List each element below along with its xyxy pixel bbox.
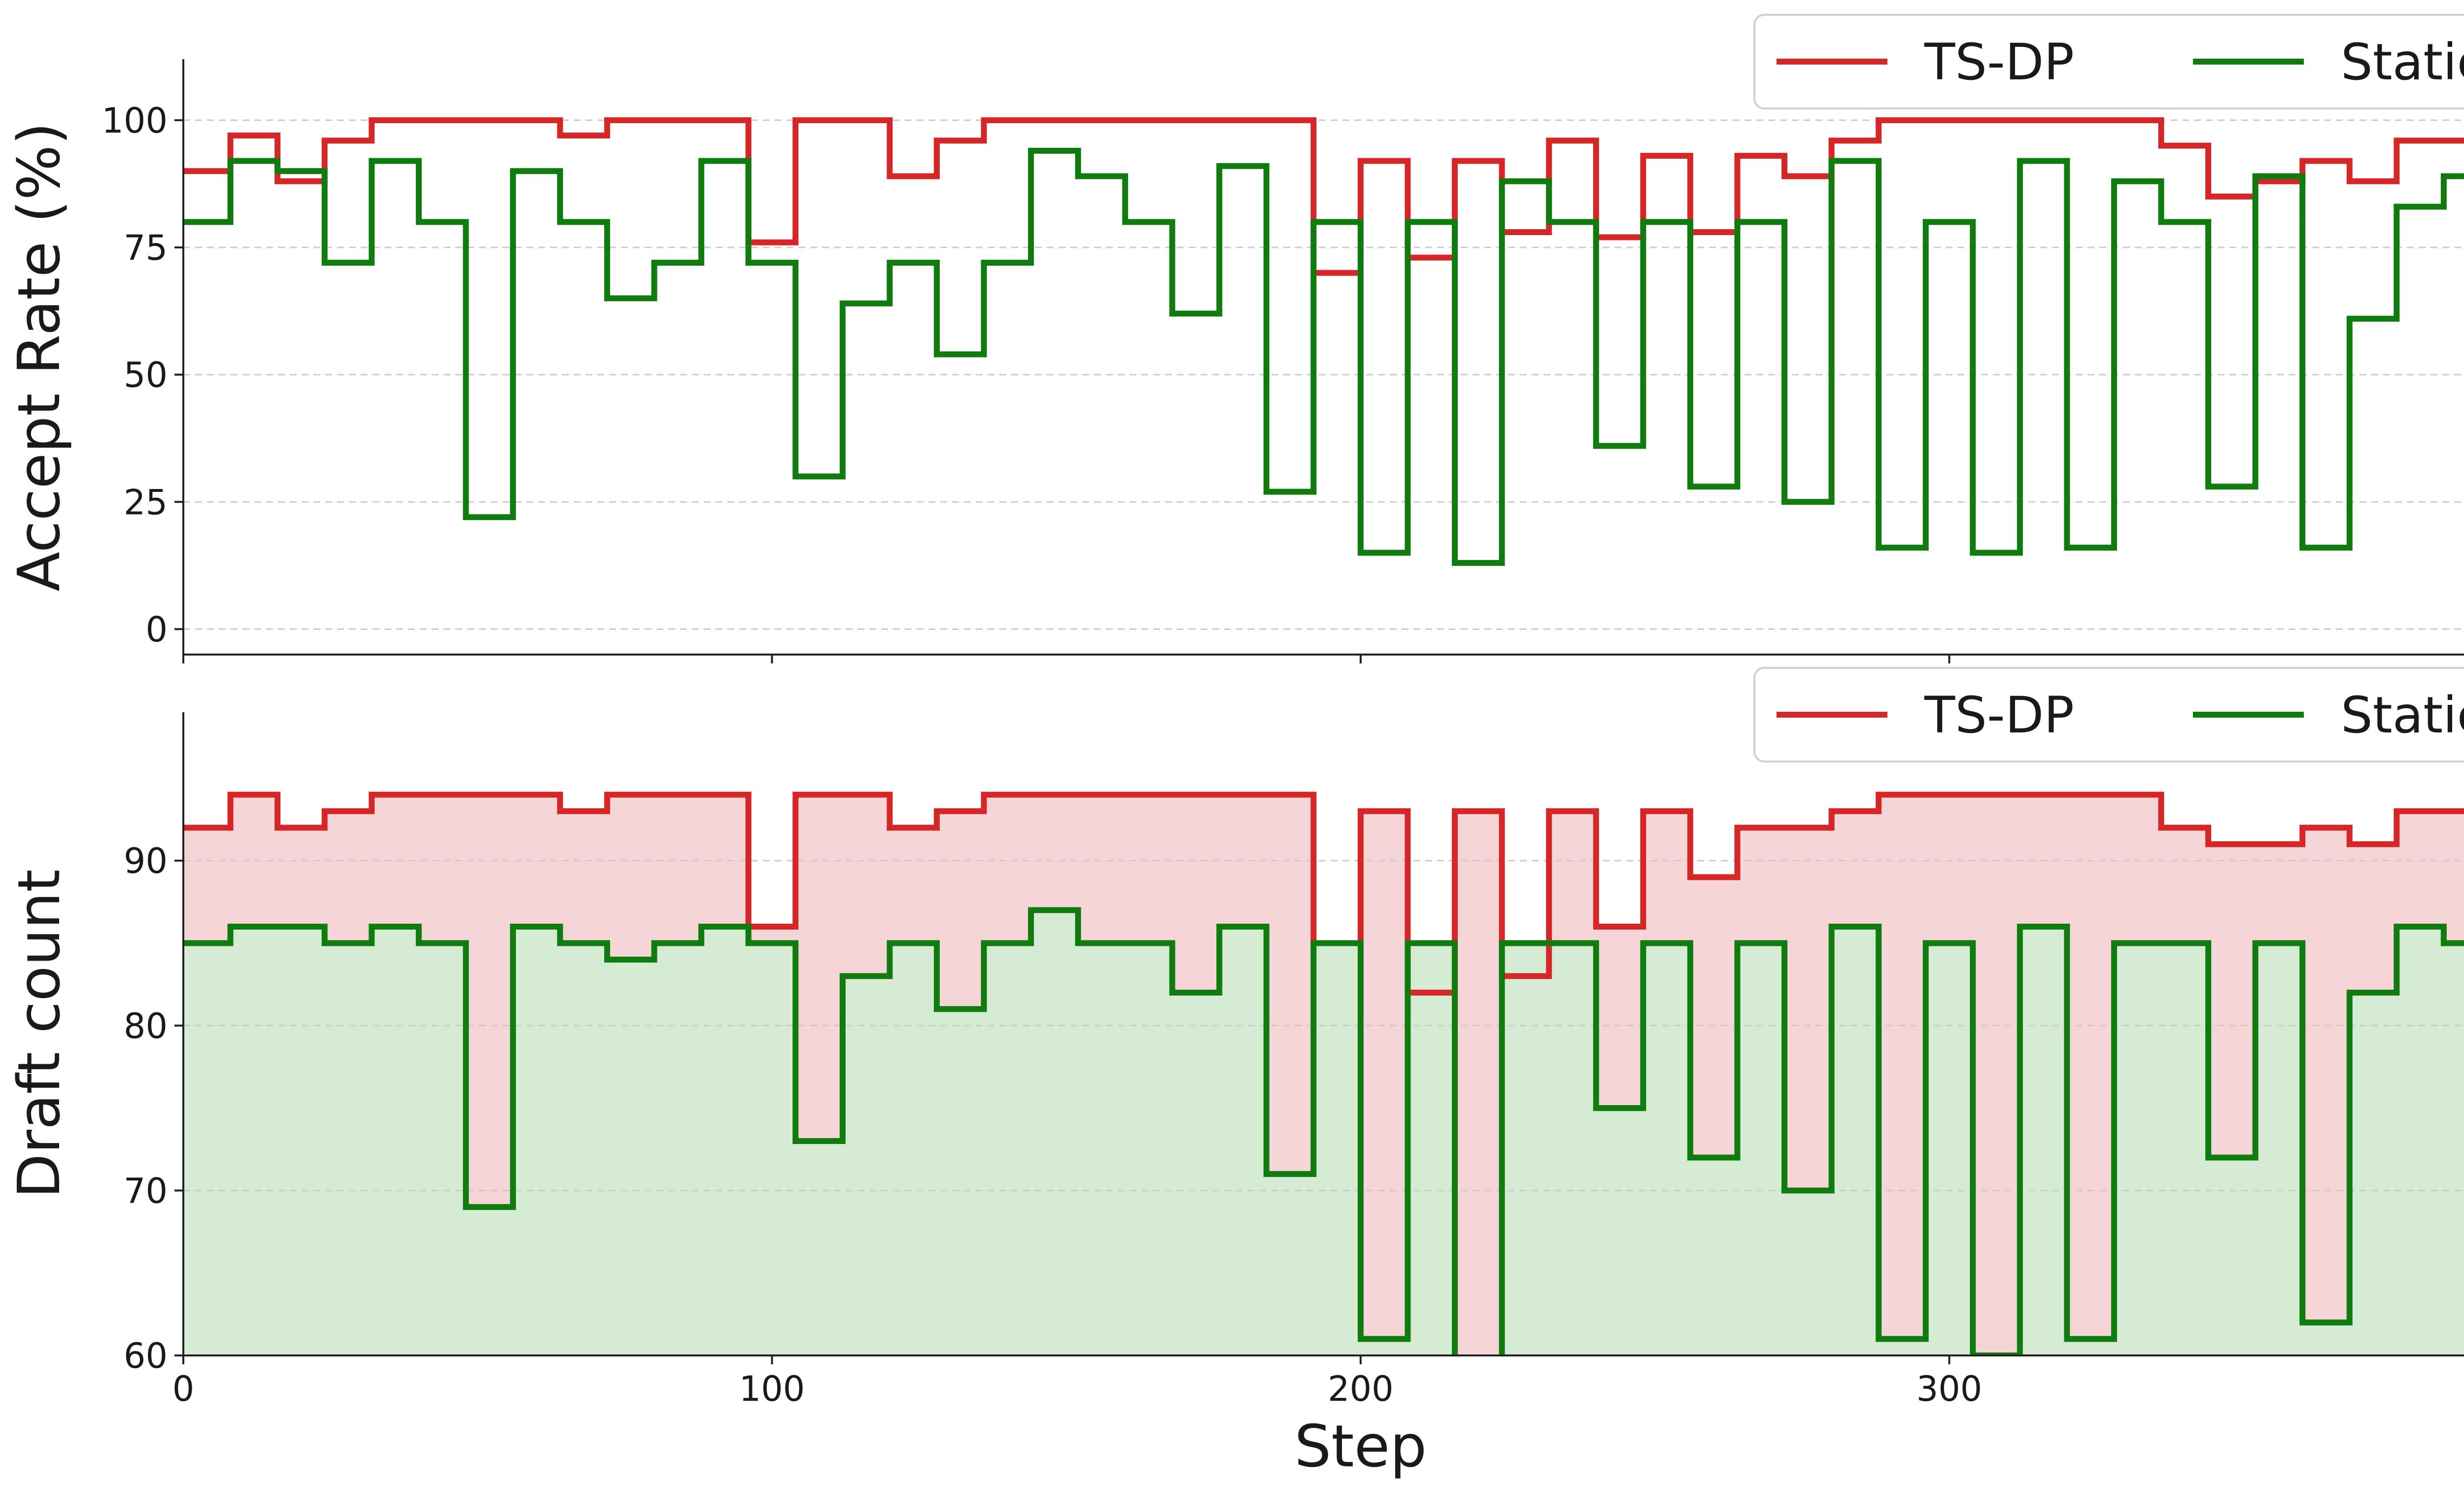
bottom-y-tick-label: 70 [124,1171,168,1211]
top-line-ts-dp [183,117,2464,276]
bottom-legend-box [1753,667,2464,763]
bottom-panel: 607080900100200300400 Draft count Step T… [5,667,2464,1480]
bottom-line-ts-dp [183,792,2464,996]
top-legend-label: TS-DP [1924,33,2074,92]
bottom-y-tick-label: 60 [124,1336,168,1376]
top-series [183,117,2464,566]
bottom-x-tick-label: 100 [739,1369,805,1409]
bottom-legend-label: TS-DP [1924,686,2074,745]
bottom-y-tick-label: 80 [124,1006,168,1046]
top-legend-box [1753,14,2464,109]
top-y-tick-label: 100 [102,101,168,141]
bottom-y-tick-label: 90 [124,841,168,881]
bottom-series [183,792,2464,1355]
top-panel: 0 25 50 75 100 Accept Rate (%) TS-DP Static [5,14,2464,663]
bottom-y-axis-label: Draft count [5,869,73,1199]
bottom-legend-label: Static [2341,686,2464,745]
top-axes: 0 25 50 75 100 [102,59,2464,663]
bottom-line-static [183,907,2464,1355]
bottom-axes: 607080900100200300400 [124,712,2464,1409]
top-grid [183,119,2464,630]
top-y-tick-label: 50 [124,355,168,395]
bottom-x-tick-label: 0 [172,1369,195,1409]
x-axis-label: Step [1295,1412,1427,1480]
top-y-tick-label: 75 [124,228,168,268]
top-legend-label: Static [2341,33,2464,92]
bottom-x-tick-label: 300 [1916,1369,1983,1409]
top-y-tick-label: 25 [124,482,168,522]
bottom-x-tick-label: 200 [1328,1369,1394,1409]
top-legend: TS-DP Static [1753,14,2464,109]
bottom-legend: TS-DP Static [1753,667,2464,763]
top-y-tick-label: 0 [145,609,168,650]
bottom-fills [183,795,2464,1355]
top-line-static [183,147,2464,566]
bottom-area-static [183,910,2464,1355]
top-y-axis-label: Accept Rate (%) [5,122,73,591]
